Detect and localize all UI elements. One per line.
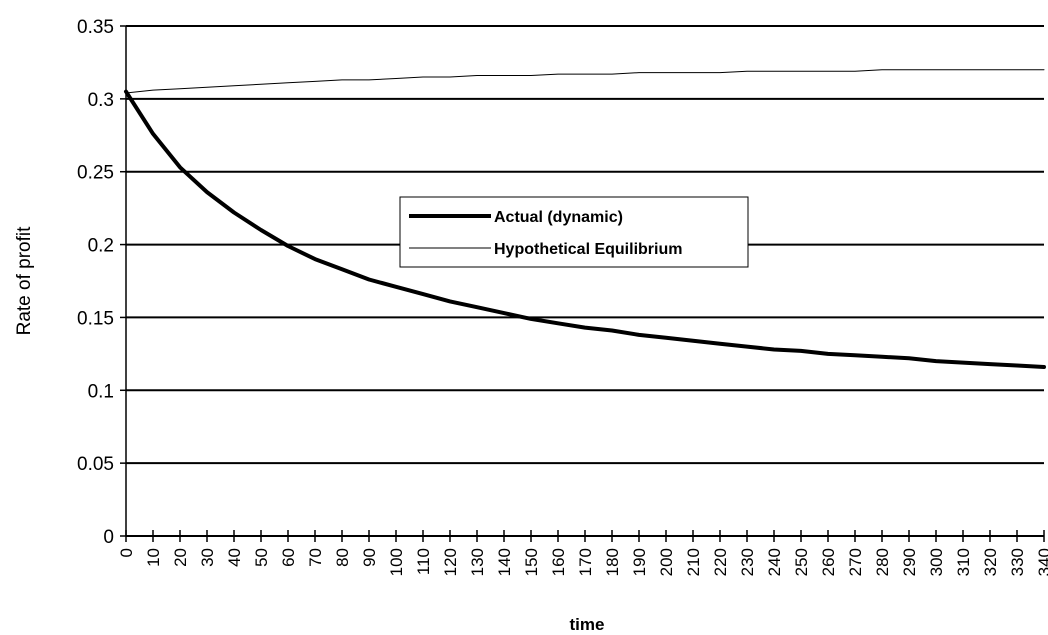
x-tick-label-21: 210 <box>684 548 703 576</box>
legend: Actual (dynamic) Hypothetical Equilibriu… <box>399 196 749 268</box>
x-tick-label-32: 320 <box>981 548 1000 576</box>
y-tick-label-2: 0.1 <box>88 381 114 402</box>
x-tick-label-2: 20 <box>171 548 190 567</box>
x-tick-label-28: 280 <box>873 548 892 576</box>
x-tick-label-34: 340 <box>1035 548 1048 576</box>
y-tick-label-4: 0.2 <box>88 236 114 257</box>
x-tick-label-14: 140 <box>495 548 514 576</box>
x-tick-label-10: 100 <box>387 548 406 576</box>
x-tick-label-3: 30 <box>198 548 217 567</box>
x-tick-label-33: 330 <box>1008 548 1027 576</box>
x-tick-label-12: 120 <box>441 548 460 576</box>
y-tick-label-6: 0.3 <box>88 90 114 111</box>
series-line-actual-dynamic <box>124 89 1046 369</box>
x-tick-label-9: 90 <box>360 548 379 567</box>
series-line-hypothetical-equilibrium <box>125 69 1045 94</box>
x-tick-label-23: 230 <box>738 548 757 576</box>
x-tick-label-0: 0 <box>117 548 136 557</box>
x-tick-label-13: 130 <box>468 548 487 576</box>
x-tick-label-5: 50 <box>252 548 271 567</box>
x-tick-label-22: 220 <box>711 548 730 576</box>
y-axis-title: Rate of profit <box>14 226 35 335</box>
x-tick-label-15: 150 <box>522 548 541 576</box>
x-axis: 0 10 20 30 40 50 60 70 80 90 100 110 120 130 140 150 160… <box>117 530 1048 576</box>
x-tick-label-11: 110 <box>414 548 433 575</box>
y-axis: 0 0.05 0.1 0.15 0.2 0.25 0.3 0.35 <box>77 17 127 548</box>
x-tick-label-18: 180 <box>603 548 622 576</box>
y-tick-label-1: 0.05 <box>77 454 114 475</box>
legend-label-actual: Actual (dynamic) <box>494 209 623 226</box>
legend-box <box>399 196 749 268</box>
x-tick-label-30: 300 <box>927 548 946 576</box>
x-tick-label-29: 290 <box>900 548 919 576</box>
x-tick-label-20: 200 <box>657 548 676 576</box>
legend-label-equilibrium: Hypothetical Equilibrium <box>494 241 682 258</box>
x-axis-title: time <box>570 615 605 634</box>
x-tick-label-8: 80 <box>333 548 352 567</box>
x-tick-label-19: 190 <box>630 548 649 576</box>
x-tick-label-6: 60 <box>279 548 298 567</box>
x-tick-label-27: 270 <box>846 548 865 576</box>
gridlines <box>126 25 1044 465</box>
x-tick-label-4: 40 <box>225 548 244 567</box>
x-tick-label-31: 310 <box>954 548 973 576</box>
y-tick-label-7: 0.35 <box>77 17 114 38</box>
y-tick-label-5: 0.25 <box>77 163 114 184</box>
x-tick-label-25: 250 <box>792 548 811 576</box>
x-tick-label-17: 170 <box>576 548 595 576</box>
x-tick-label-26: 260 <box>819 548 838 576</box>
series-layer <box>124 69 1046 369</box>
x-tick-label-16: 160 <box>549 548 568 576</box>
y-tick-label-0: 0 <box>103 527 114 548</box>
x-tick-label-7: 70 <box>306 548 325 567</box>
y-tick-label-3: 0.15 <box>77 308 114 329</box>
x-tick-label-24: 240 <box>765 548 784 576</box>
x-tick-label-1: 10 <box>144 548 163 567</box>
